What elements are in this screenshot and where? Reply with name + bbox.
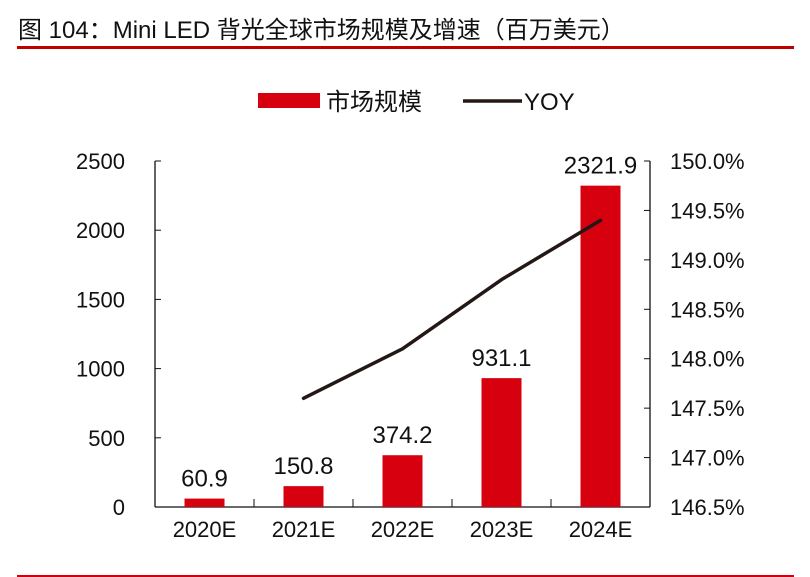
bar-2022E bbox=[382, 455, 423, 507]
bar-2020E bbox=[184, 498, 225, 507]
bar-2023E bbox=[481, 378, 522, 507]
left-tick-label: 0 bbox=[113, 495, 125, 520]
x-tick-label: 2024E bbox=[569, 517, 633, 542]
right-tick-label: 146.5% bbox=[670, 495, 745, 520]
left-tick-label: 1000 bbox=[76, 357, 125, 382]
left-tick-label: 2000 bbox=[76, 218, 125, 243]
legend-label-bar: 市场规模 bbox=[326, 89, 422, 116]
yoy-line bbox=[301, 218, 603, 401]
right-tick-label: 149.0% bbox=[670, 248, 745, 273]
right-tick-label: 149.5% bbox=[670, 198, 745, 223]
data-label: 150.8 bbox=[273, 453, 333, 480]
title-divider bbox=[17, 46, 794, 49]
right-tick-label: 147.0% bbox=[670, 446, 745, 471]
right-tick-label: 150.0% bbox=[670, 149, 745, 174]
bottom-divider bbox=[17, 575, 794, 577]
x-tick-label: 2021E bbox=[272, 517, 336, 542]
x-tick-label: 2023E bbox=[470, 517, 534, 542]
right-tick-label: 147.5% bbox=[670, 396, 745, 421]
data-label: 60.9 bbox=[181, 466, 228, 493]
data-label: 374.2 bbox=[372, 422, 432, 449]
legend-swatch-bar bbox=[258, 93, 320, 108]
data-label: 2321.9 bbox=[564, 153, 637, 180]
left-tick-label: 1500 bbox=[76, 287, 125, 312]
figure-title: 图 104：Mini LED 背光全球市场规模及增速（百万美元） bbox=[18, 17, 625, 44]
legend-label-line: YOY bbox=[524, 89, 575, 116]
right-tick-label: 148.5% bbox=[670, 297, 745, 322]
bar-2021E bbox=[283, 486, 324, 507]
data-label: 931.1 bbox=[471, 345, 531, 372]
right-tick-label: 148.0% bbox=[670, 347, 745, 372]
left-tick-label: 2500 bbox=[76, 149, 125, 174]
x-tick-label: 2022E bbox=[371, 517, 435, 542]
x-tick-label: 2020E bbox=[173, 517, 237, 542]
left-tick-label: 500 bbox=[88, 426, 125, 451]
bar-2024E bbox=[580, 185, 621, 507]
